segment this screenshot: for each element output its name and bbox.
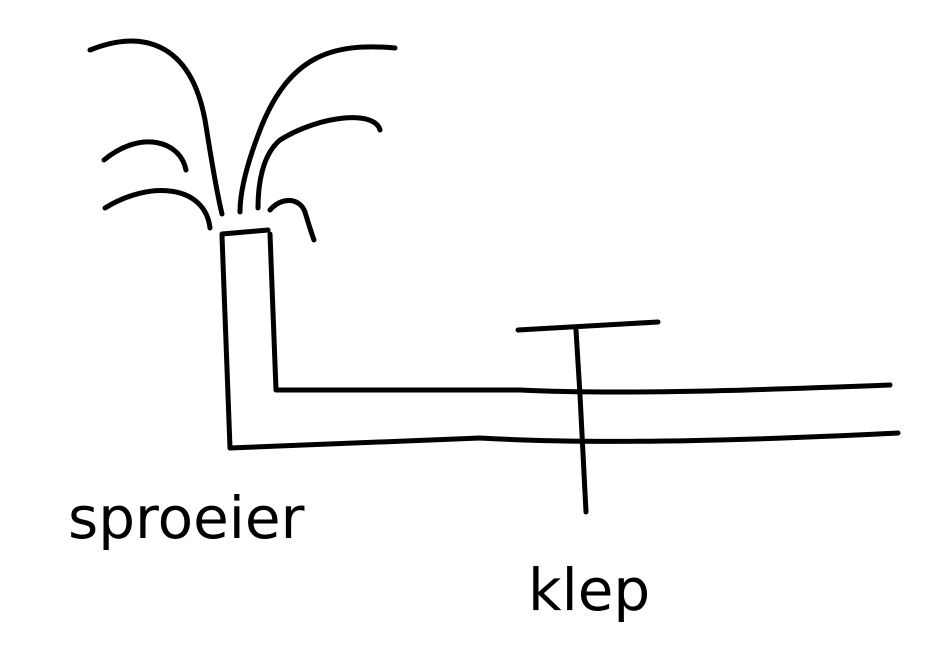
spray-arc-left-upper	[87, 38, 225, 217]
sprinkler-head	[219, 227, 271, 237]
spray-arc-right-small	[267, 198, 317, 243]
sprinkler-label: sproeier	[68, 484, 305, 552]
spray-arc-right-middle	[255, 115, 383, 211]
pipe	[219, 231, 901, 451]
pipe-outer-wall	[219, 233, 901, 451]
water-spray	[87, 38, 398, 243]
valve-handle	[515, 319, 661, 333]
spray-arc-left-middle	[101, 139, 189, 173]
spray-arc-left-lower	[102, 188, 213, 231]
spray-arc-right-upper	[237, 44, 398, 215]
valve-stem	[573, 327, 589, 515]
pipe-inner-wall	[267, 231, 893, 395]
valve	[515, 319, 661, 515]
valve-label: klep	[528, 556, 650, 624]
